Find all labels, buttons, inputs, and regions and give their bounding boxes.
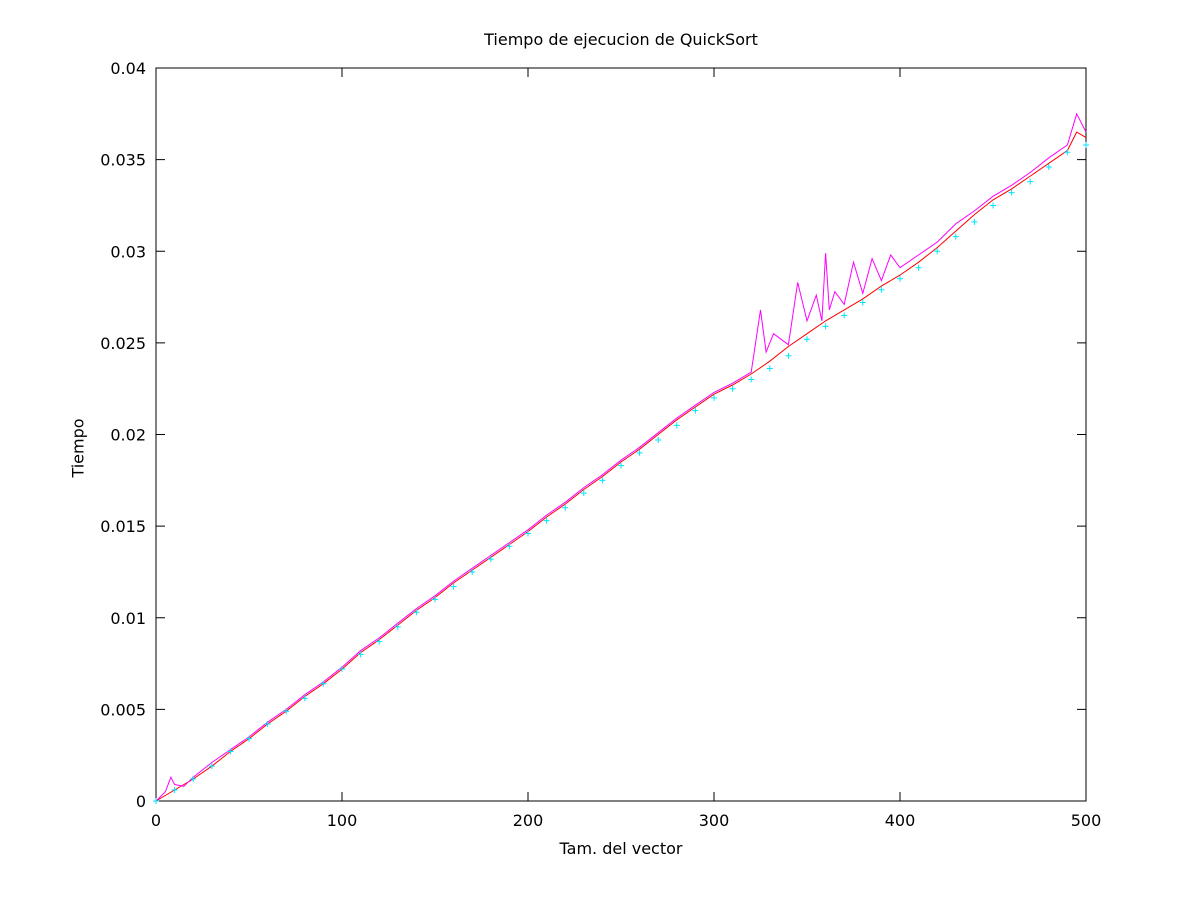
data-point	[934, 248, 941, 255]
data-point	[804, 336, 810, 343]
data-point	[841, 312, 848, 319]
y-tick-label: 0	[136, 792, 146, 811]
data-point	[208, 763, 215, 770]
data-point	[971, 218, 978, 225]
data-point	[1008, 189, 1015, 196]
y-tick-label: 0.015	[100, 517, 146, 536]
x-tick-label: 0	[151, 811, 161, 830]
data-point	[227, 748, 234, 755]
x-tick-label: 500	[1071, 811, 1102, 830]
data-point	[339, 666, 345, 673]
data-point	[859, 299, 866, 306]
data-point	[320, 680, 327, 687]
data-point	[915, 264, 922, 271]
data-point	[171, 787, 178, 794]
data-point	[283, 708, 290, 715]
data-point	[487, 556, 494, 563]
data-point	[580, 490, 587, 497]
y-tick-label: 0.035	[100, 151, 146, 170]
data-point	[413, 609, 420, 616]
data-point	[562, 504, 569, 511]
data-point	[1083, 141, 1089, 148]
x-tick-label: 100	[327, 811, 358, 830]
series-1	[155, 131, 1087, 802]
y-axis-label: Tiempo	[68, 418, 88, 478]
tick-labels: 0 100 200 300 400 500 0 0.005 0.01 0.015 0.02 0.025…	[100, 59, 1101, 830]
plot-frame	[155, 67, 1087, 802]
data-point	[190, 776, 197, 783]
series-line	[155, 112, 1087, 802]
x-tick-label: 400	[885, 811, 916, 830]
y-tick-label: 0.04	[110, 59, 146, 78]
data-point	[729, 385, 736, 392]
series-line	[155, 131, 1087, 802]
y-tick-label: 0.025	[100, 334, 146, 353]
data-point	[599, 477, 606, 484]
data-point	[692, 407, 699, 414]
data-point	[450, 583, 457, 590]
data-point	[878, 286, 885, 293]
data-point	[673, 422, 680, 429]
series-3	[153, 141, 1089, 804]
axis-ticks	[155, 67, 1087, 802]
data-point	[990, 202, 996, 209]
x-axis-label: Tam. del vector	[559, 839, 683, 858]
plot-border	[155, 67, 1087, 802]
series-2	[155, 112, 1087, 802]
data-point	[655, 436, 662, 443]
data-point	[822, 323, 829, 330]
data-point	[543, 517, 550, 524]
data-point	[432, 596, 438, 603]
y-tick-label: 0.005	[100, 700, 146, 719]
data-point	[1027, 178, 1034, 185]
data-point	[897, 275, 903, 282]
data-point	[952, 233, 959, 240]
data-point	[301, 695, 308, 702]
data-point	[469, 568, 476, 575]
x-tick-label: 200	[513, 811, 544, 830]
data-point	[246, 735, 252, 742]
data-point	[394, 623, 401, 630]
data-point	[711, 394, 717, 401]
data-point	[748, 376, 755, 383]
data-point	[618, 462, 624, 469]
chart-title: Tiempo de ejecucion de QuickSort	[484, 30, 758, 49]
y-tick-label: 0.02	[110, 426, 146, 445]
data-point	[357, 651, 364, 658]
y-tick-label: 0.01	[110, 609, 146, 628]
data-point	[1045, 163, 1052, 170]
data-point	[785, 352, 792, 359]
data-point	[1064, 149, 1071, 156]
data-point	[376, 638, 383, 645]
data-point	[766, 365, 773, 372]
data-point	[264, 721, 271, 728]
y-tick-label: 0.03	[110, 242, 146, 261]
x-tick-label: 300	[699, 811, 730, 830]
data-point	[153, 798, 159, 804]
data-point	[525, 530, 531, 537]
series-layer	[153, 112, 1089, 804]
data-point	[506, 543, 513, 550]
data-point	[636, 449, 643, 456]
